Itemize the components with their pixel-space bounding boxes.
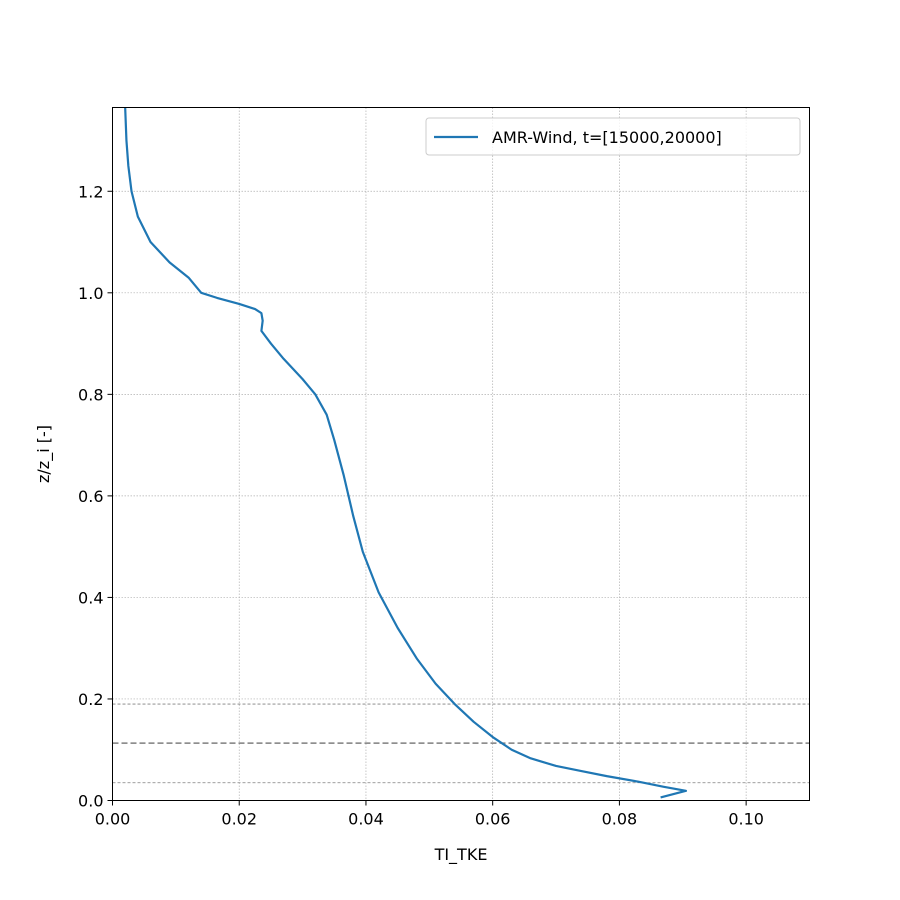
x-tick-label: 0.04 [348,810,384,829]
reference-lines [112,703,810,784]
x-axis-ticks: 0.00 0.02 0.04 0.06 0.08 0.10 [95,800,764,829]
legend-box [425,117,801,156]
x-axis-label: TI_TKE [434,845,488,865]
x-tick-label: 0.08 [602,810,638,829]
x-tick-label: 0.10 [728,810,764,829]
series-line [124,107,688,799]
grid [112,107,810,801]
x-tick-label: 0.06 [475,810,511,829]
y-tick-label: 0.0 [78,792,103,811]
y-axis-label: z/z_i [-] [34,425,54,483]
x-tick-label: 0.02 [221,810,257,829]
y-tick-label: 0.4 [78,588,103,607]
legend-label: AMR-Wind, t=[15000,20000] [492,128,722,147]
y-tick-label: 0.8 [78,385,103,404]
y-tick-label: 0.2 [78,690,103,709]
y-tick-label: 1.2 [78,182,103,201]
legend: AMR-Wind, t=[15000,20000] [425,117,801,156]
x-tick-label: 0.00 [95,810,131,829]
y-tick-label: 1.0 [78,284,103,303]
plot-frame [112,107,810,801]
y-axis-ticks: 0.0 0.2 0.4 0.6 0.8 1.0 1.2 [78,182,113,811]
y-tick-label: 0.6 [78,487,103,506]
